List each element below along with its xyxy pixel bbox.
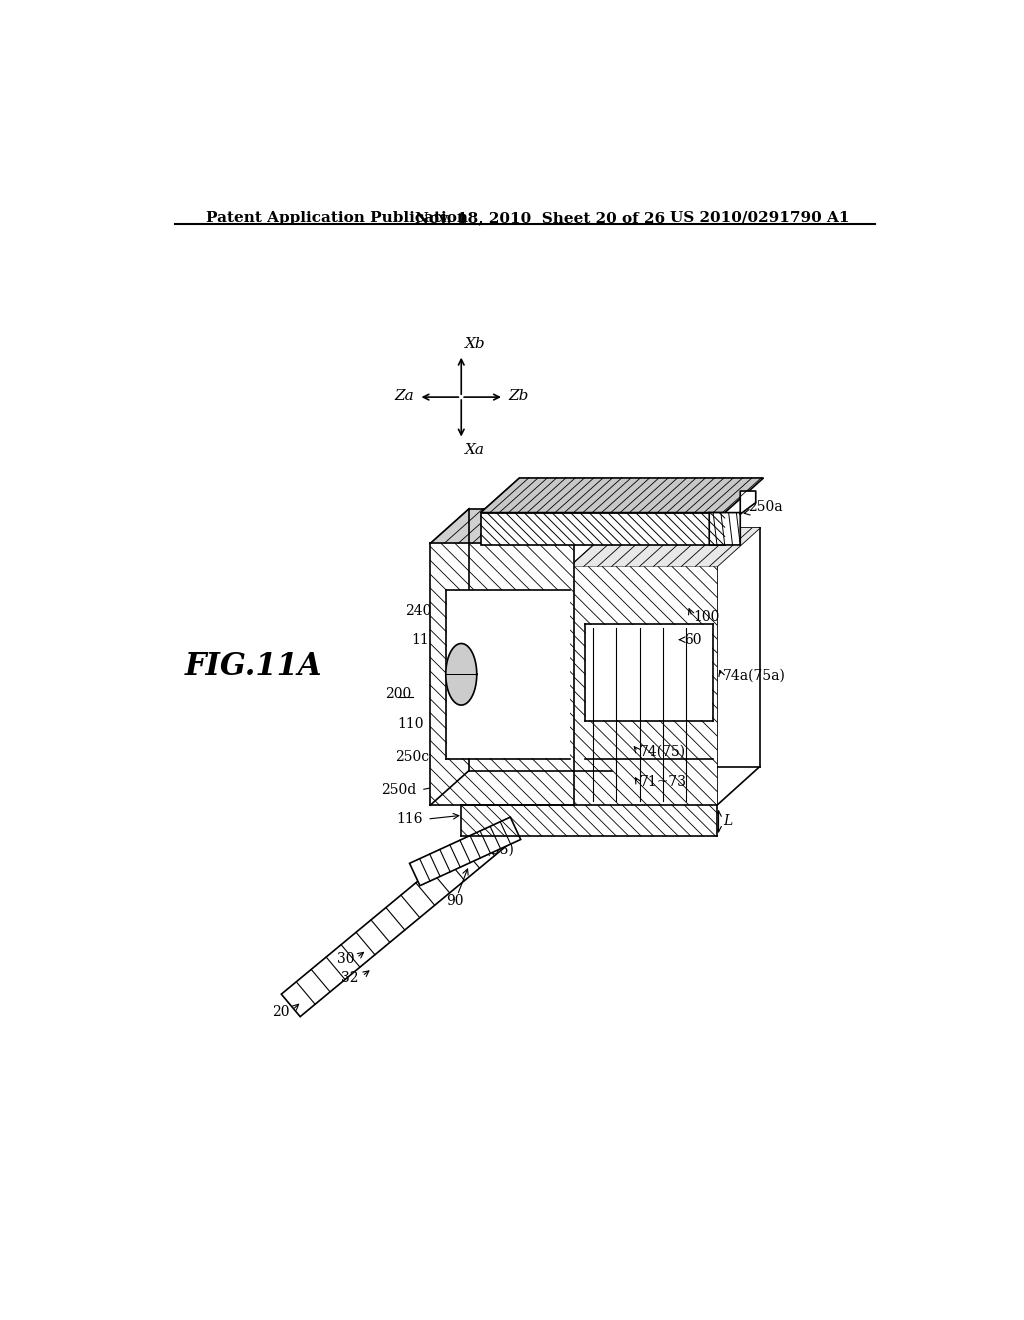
Text: Patent Application Publication: Patent Application Publication (206, 211, 468, 224)
Polygon shape (430, 508, 612, 544)
Polygon shape (446, 590, 569, 758)
Text: 94(95): 94(95) (468, 843, 514, 857)
Text: Xa: Xa (465, 444, 485, 457)
Text: 114: 114 (551, 809, 578, 824)
Polygon shape (586, 626, 713, 719)
Text: FIG.11A: FIG.11A (184, 651, 323, 682)
Text: Xb: Xb (465, 337, 485, 351)
Text: 60: 60 (684, 632, 701, 647)
Polygon shape (410, 817, 520, 886)
Text: 250c: 250c (394, 751, 429, 764)
Text: 100: 100 (693, 610, 720, 623)
Polygon shape (569, 566, 717, 805)
Text: 74(75): 74(75) (640, 744, 686, 758)
Text: US 2010/0291790 A1: US 2010/0291790 A1 (671, 211, 850, 224)
Polygon shape (445, 644, 477, 705)
Text: 71~73: 71~73 (640, 775, 686, 789)
Text: 250d: 250d (381, 783, 417, 797)
Polygon shape (569, 528, 760, 566)
Text: 32: 32 (341, 970, 359, 985)
Text: 20: 20 (271, 1005, 289, 1019)
Polygon shape (430, 544, 573, 805)
Text: 240: 240 (406, 605, 432, 618)
Text: Nov. 18, 2010  Sheet 20 of 26: Nov. 18, 2010 Sheet 20 of 26 (415, 211, 665, 224)
Text: 200: 200 (385, 686, 411, 701)
Polygon shape (710, 491, 756, 545)
Text: 250b: 250b (428, 573, 463, 587)
Text: 250a: 250a (748, 500, 782, 515)
Text: 30: 30 (337, 952, 354, 966)
Text: 110: 110 (397, 717, 424, 731)
Text: 90: 90 (446, 895, 464, 908)
Text: 74a(75a): 74a(75a) (723, 669, 786, 682)
Text: 250: 250 (607, 483, 633, 496)
Polygon shape (461, 805, 717, 836)
Text: Za: Za (394, 388, 414, 403)
Text: 112: 112 (412, 632, 438, 647)
Polygon shape (282, 821, 509, 1016)
Text: 116: 116 (396, 812, 423, 826)
Polygon shape (480, 512, 725, 545)
Polygon shape (480, 478, 764, 512)
Text: Zb: Zb (509, 388, 529, 403)
Text: L: L (723, 814, 732, 829)
